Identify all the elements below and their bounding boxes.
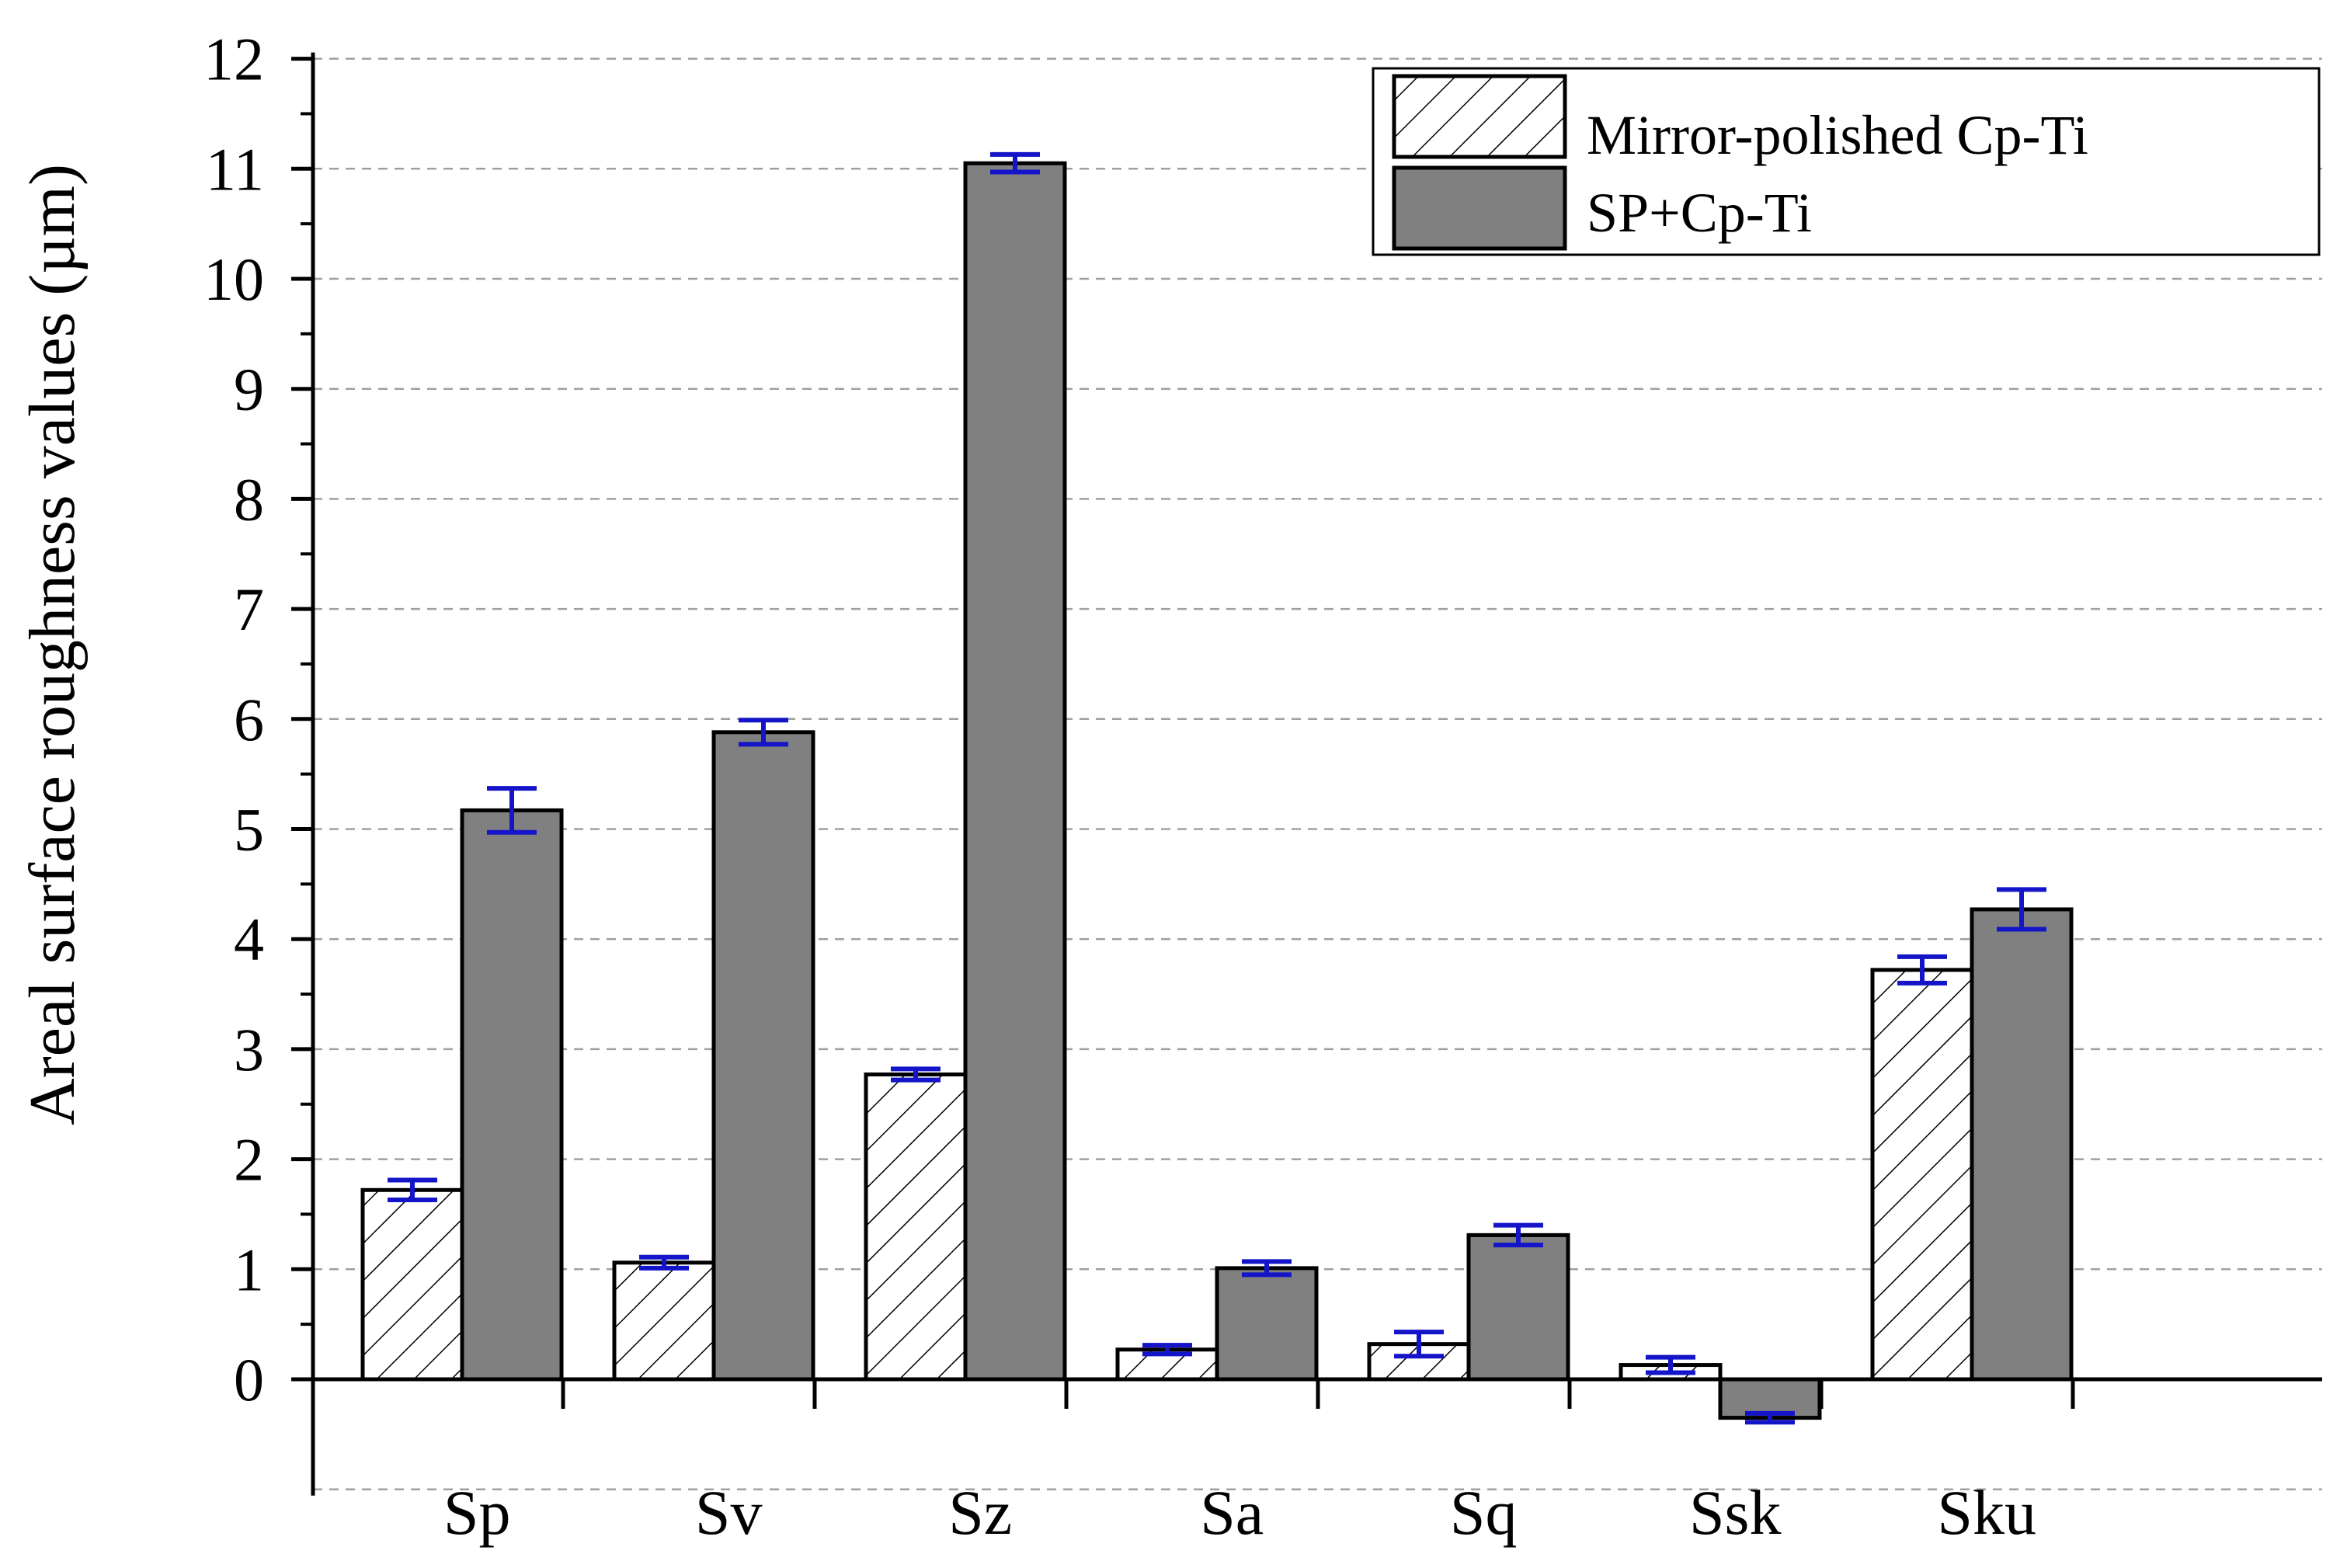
error-bars (388, 151, 2046, 1425)
error-bar-sa-sp-cp-ti (1242, 1259, 1292, 1278)
x-tick-label: Sp (443, 1477, 511, 1548)
bar-sp-mirror-polished (360, 1187, 464, 1382)
y-tick-label: 6 (234, 686, 264, 753)
y-tick-label: 4 (234, 906, 264, 973)
x-tick-label: Sa (1200, 1477, 1264, 1548)
axes (291, 52, 2322, 1496)
error-bar-sa-mirror-polished (1142, 1343, 1192, 1357)
x-tick-label: Sv (695, 1477, 763, 1548)
y-axis-title: Areal surface roughness values (µm) (16, 164, 89, 1125)
y-tick-label: 9 (234, 356, 264, 423)
bar-sz-sp-cp-ti (963, 161, 1067, 1382)
bar-sku-mirror-polished (1870, 968, 1974, 1382)
y-tick-label: 3 (234, 1016, 264, 1083)
error-bar-sku-sp-cp-ti (1997, 887, 2046, 932)
bar-sa-sp-cp-ti (1215, 1266, 1319, 1382)
bar-sv-mirror-polished (612, 1260, 716, 1382)
bars (360, 161, 2074, 1420)
legend-swatch-sp-cp-ti (1392, 165, 1567, 251)
bar-sv-sp-cp-ti (711, 730, 815, 1382)
y-tick-label: 7 (234, 575, 264, 643)
y-tick-label: 10 (203, 245, 264, 313)
bar-sz-mirror-polished (864, 1072, 968, 1382)
bar-sq-sp-cp-ti (1466, 1232, 1570, 1382)
y-tick-label: 2 (234, 1126, 264, 1194)
error-bar-sp-mirror-polished (388, 1177, 437, 1203)
x-tick-label: Sq (1450, 1477, 1518, 1548)
error-bar-sp-sp-cp-ti (487, 786, 537, 835)
error-bar-ssk-sp-cp-ti (1745, 1410, 1795, 1425)
y-tick-label: 8 (234, 465, 264, 533)
bar-sp-sp-cp-ti (460, 808, 564, 1382)
error-bar-sq-sp-cp-ti (1493, 1222, 1543, 1248)
x-tick-label: Sz (948, 1477, 1012, 1548)
legend-swatch-mirror-polished (1392, 74, 1567, 159)
error-bar-sv-mirror-polished (639, 1254, 689, 1271)
error-bar-sku-mirror-polished (1897, 954, 1947, 986)
x-tick-label: Ssk (1689, 1477, 1782, 1548)
y-tick-label: 0 (234, 1346, 264, 1413)
bar-sku-sp-cp-ti (1970, 907, 2074, 1382)
y-tick-label: 12 (203, 26, 264, 93)
error-bar-sz-mirror-polished (891, 1066, 941, 1083)
y-tick-label: 5 (234, 796, 264, 864)
error-bar-sv-sp-cp-ti (739, 718, 788, 747)
legend-label-mirror-polished: Mirror-polished Cp-Ti (1587, 104, 2088, 166)
legend-label-sp-cp-ti: SP+Cp-Ti (1587, 182, 1812, 244)
y-tick-label: 11 (206, 135, 264, 203)
error-bar-ssk-mirror-polished (1646, 1354, 1695, 1375)
legend: Mirror-polished Cp-Ti SP+Cp-Ti (1372, 67, 2321, 256)
x-tick-label: Sku (1937, 1477, 2036, 1548)
error-bar-sq-mirror-polished (1394, 1330, 1444, 1359)
error-bar-sz-sp-cp-ti (990, 151, 1040, 175)
y-tick-label: 1 (234, 1236, 264, 1303)
